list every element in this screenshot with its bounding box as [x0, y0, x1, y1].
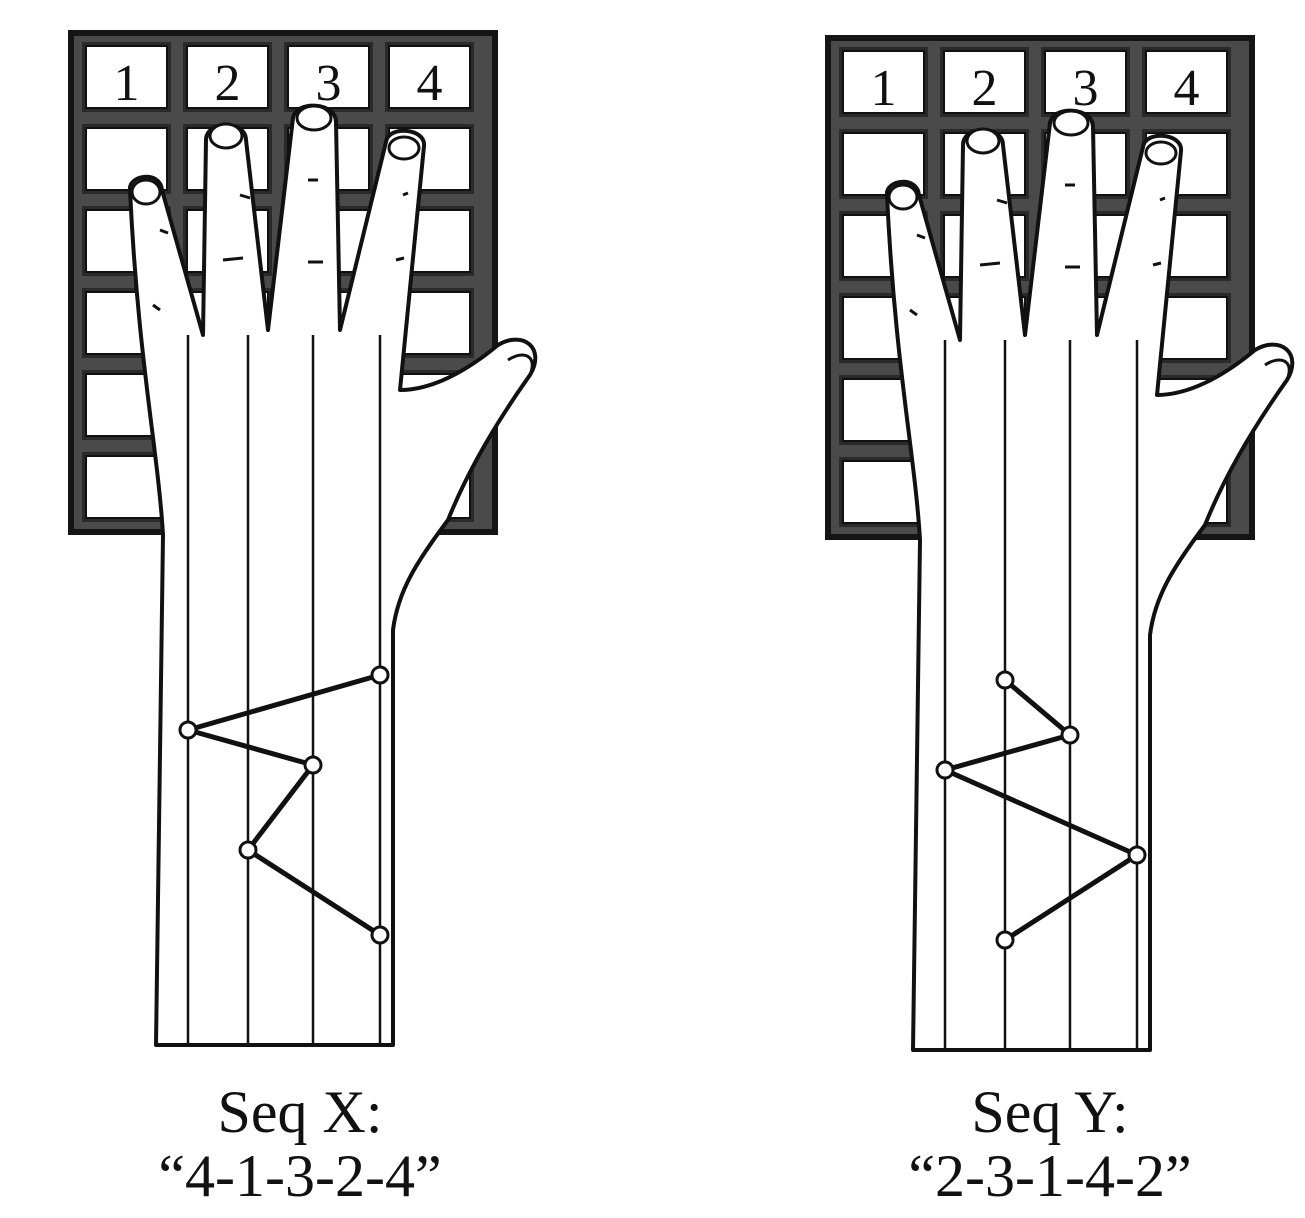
key-label: 3	[1073, 60, 1099, 117]
sequence-point-1	[995, 670, 1015, 690]
knuckle-crease	[222, 256, 244, 262]
sequence-point-3	[935, 760, 955, 780]
seq-y-label: Seq Y:	[971, 1079, 1129, 1145]
key-2: 2	[940, 47, 1029, 117]
key-label: 1	[114, 55, 140, 112]
key-label: 4	[417, 55, 443, 112]
knuckle-crease	[239, 193, 251, 200]
hand	[128, 103, 538, 1047]
knuckle-crease	[979, 261, 1001, 267]
sequence-point-2	[178, 720, 198, 740]
keypad-key	[82, 124, 171, 194]
sequence-point-3	[303, 755, 323, 775]
sequence-point-5	[995, 930, 1015, 950]
seq-x-label: Seq X:	[217, 1079, 383, 1145]
key-4: 4	[385, 42, 474, 112]
knuckle-crease	[402, 191, 409, 197]
fingernail	[208, 122, 244, 150]
knuckle-crease	[395, 256, 405, 262]
knuckle-crease	[1152, 261, 1162, 267]
key-label: 3	[316, 55, 342, 112]
key-label: 2	[972, 60, 998, 117]
key-1: 1	[82, 42, 171, 112]
fingernail	[887, 183, 919, 211]
sequence-point-4	[1127, 845, 1147, 865]
key-3: 3	[1041, 47, 1130, 117]
key-label: 4	[1174, 60, 1200, 117]
knuckle-crease	[909, 308, 918, 317]
knuckle-crease	[916, 233, 926, 240]
panel-seq-x: 1 2 3 4	[68, 30, 538, 1047]
key-3: 3	[284, 42, 373, 112]
sequence-point-5	[370, 925, 390, 945]
knuckle-crease	[152, 303, 161, 312]
knuckle-crease	[1159, 196, 1166, 202]
key-2: 2	[183, 42, 272, 112]
key-4: 4	[1142, 47, 1231, 117]
panel-seq-y: 1 2 3 4	[825, 35, 1295, 1052]
seq-x-value: “4-1-3-2-4”	[158, 1143, 442, 1209]
sequence-point-4	[238, 840, 258, 860]
thumbnail	[507, 353, 534, 376]
fingernail	[965, 127, 1001, 155]
key-1: 1	[839, 47, 928, 117]
fingernail	[1052, 109, 1090, 137]
hand	[885, 108, 1295, 1052]
fingernail	[130, 178, 162, 206]
knuckle-crease	[996, 198, 1008, 205]
key-label: 2	[215, 55, 241, 112]
fingernail	[295, 104, 333, 132]
thumbnail	[1264, 358, 1291, 381]
knuckle-crease	[159, 228, 169, 235]
seq-x-caption: Seq X: “4-1-3-2-4”	[100, 1080, 500, 1208]
key-label: 1	[871, 60, 897, 117]
fingernail	[387, 135, 421, 161]
seq-y-caption: Seq Y: “2-3-1-4-2”	[850, 1080, 1250, 1208]
sequence-point-2	[1060, 725, 1080, 745]
fingernail	[1144, 140, 1178, 166]
sequence-point-1	[370, 665, 390, 685]
seq-y-value: “2-3-1-4-2”	[908, 1143, 1192, 1209]
